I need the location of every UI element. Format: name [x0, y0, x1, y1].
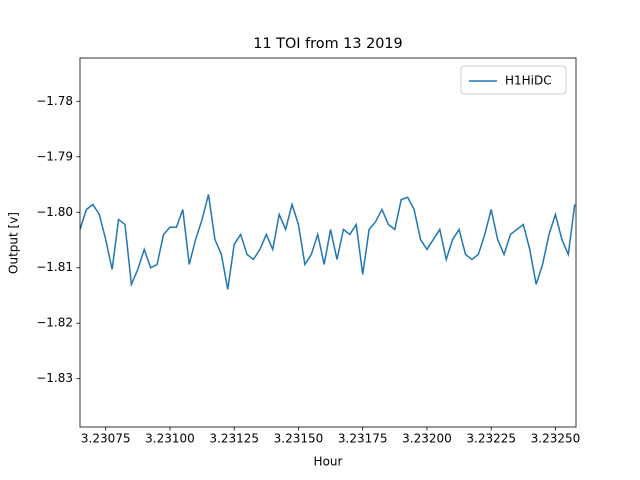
x-tick-label: 3.23125 [209, 432, 259, 446]
y-tick-label: −1.80 [36, 205, 73, 219]
x-tick-label: 3.23225 [466, 432, 516, 446]
y-tick-label: −1.82 [36, 316, 73, 330]
x-tick-label: 3.23100 [145, 432, 195, 446]
x-tick-label: 3.23075 [81, 432, 131, 446]
x-tick-label: 3.23175 [338, 432, 388, 446]
x-tick-label: 3.23150 [274, 432, 324, 446]
x-axis-label: Hour [314, 455, 343, 469]
legend-box [460, 65, 567, 95]
y-tick-label: −1.79 [36, 149, 73, 163]
data-line [80, 194, 576, 290]
x-tick-label: 3.23200 [402, 432, 452, 446]
y-tick-label: −1.81 [36, 260, 73, 274]
y-tick-label: −1.83 [36, 371, 73, 385]
y-tick-label: −1.78 [36, 94, 73, 108]
chart-title: 11 TOI from 13 2019 [253, 36, 402, 52]
y-axis-label: Output [v] [7, 212, 21, 274]
plot-frame [79, 57, 577, 428]
x-tick-label: 3.23250 [531, 432, 581, 446]
legend-label: H1HiDC [505, 74, 552, 88]
